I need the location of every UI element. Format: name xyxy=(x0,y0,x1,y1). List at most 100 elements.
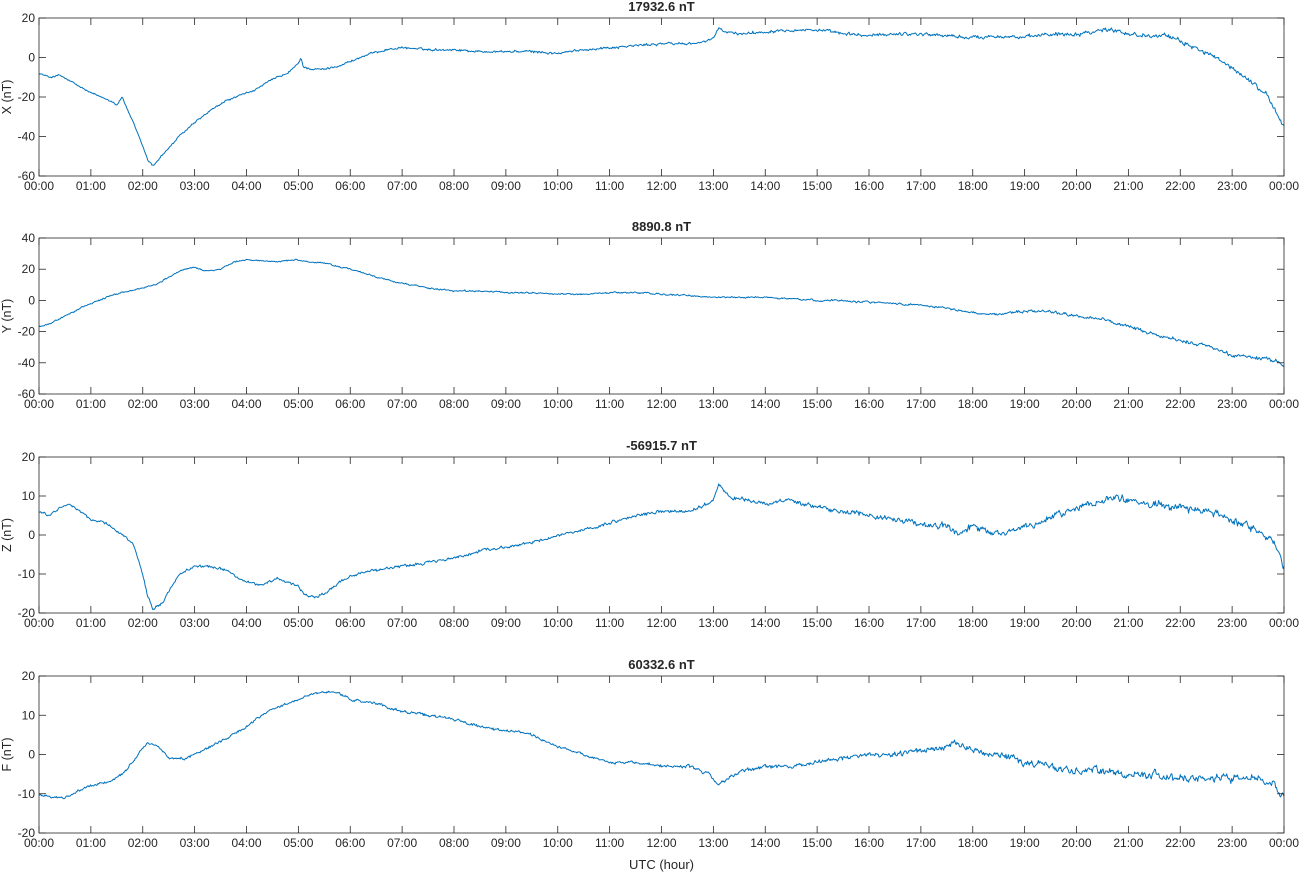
x-tick-label: 16:00 xyxy=(854,616,884,630)
panel-1: 00:00 01:00 02:00 03:00 04:00 05:00 06:00 07:00… xyxy=(0,219,1299,411)
x-tick-label: 14:00 xyxy=(750,397,780,411)
x-tick-label: 10:00 xyxy=(543,616,573,630)
x-tick-label: 07:00 xyxy=(387,179,417,193)
x-tick-label: 01:00 xyxy=(76,616,106,630)
x-tick-label: 20:00 xyxy=(1061,397,1091,411)
x-tick-label: 04:00 xyxy=(231,397,261,411)
x-tick-label: 21:00 xyxy=(1113,179,1143,193)
y-axis-label: Y (nT) xyxy=(0,299,14,334)
x-tick-label: 02:00 xyxy=(128,616,158,630)
y-tick-label: 40 xyxy=(22,231,36,245)
x-tick-label: 11:00 xyxy=(595,616,624,630)
x-tick-label: 22:00 xyxy=(1165,836,1195,850)
x-tick-label: 17:00 xyxy=(906,616,936,630)
x-tick-label: 07:00 xyxy=(387,616,417,630)
x-tick-label: 05:00 xyxy=(283,179,313,193)
x-tick-label: 14:00 xyxy=(750,836,780,850)
y-tick-label: 20 xyxy=(22,669,36,683)
x-tick-label: 00:00 xyxy=(1269,616,1299,630)
x-tick-label: 06:00 xyxy=(335,179,365,193)
axes-box-1 xyxy=(38,237,1285,395)
x-tick-label: 00:00 xyxy=(24,397,54,411)
x-tick-label: 08:00 xyxy=(439,616,469,630)
x-tick-label: 19:00 xyxy=(1010,179,1040,193)
y-axis-label: F (nT) xyxy=(0,737,14,771)
y-tick-label: -20 xyxy=(18,826,36,840)
x-tick-label: 08:00 xyxy=(439,397,469,411)
x-tick-label: 15:00 xyxy=(802,836,832,850)
axes-box-0 xyxy=(38,17,1285,177)
x-tick-label: 04:00 xyxy=(231,836,261,850)
y-tick-label: -20 xyxy=(18,606,36,620)
panel-title: 8890.8 nT xyxy=(632,219,691,234)
x-tick-label: 10:00 xyxy=(543,179,573,193)
x-tick-label: 21:00 xyxy=(1113,397,1143,411)
x-tick-label: 04:00 xyxy=(231,616,261,630)
axes-box-2 xyxy=(38,456,1285,614)
x-tick-label: 16:00 xyxy=(854,179,884,193)
x-tick-label: 21:00 xyxy=(1113,616,1143,630)
x-tick-label: 15:00 xyxy=(802,179,832,193)
x-tick-label: 00:00 xyxy=(24,179,54,193)
x-tick-label: 18:00 xyxy=(958,397,988,411)
x-tick-label: 03:00 xyxy=(180,179,210,193)
x-tick-label: 17:00 xyxy=(906,179,936,193)
x-tick-label: 19:00 xyxy=(1010,616,1040,630)
x-tick-label: 00:00 xyxy=(24,616,54,630)
x-tick-label: 17:00 xyxy=(906,836,936,850)
y-tick-label: 10 xyxy=(22,708,36,722)
series-line-0 xyxy=(38,27,1285,166)
x-tick-label: 11:00 xyxy=(595,179,624,193)
y-axis-label: X (nT) xyxy=(0,80,14,115)
x-tick-label: 06:00 xyxy=(335,836,365,850)
x-tick-label: 15:00 xyxy=(802,397,832,411)
x-tick-label: 01:00 xyxy=(76,836,106,850)
x-tick-label: 01:00 xyxy=(76,179,106,193)
panel-0: 00:00 01:00 02:00 03:00 04:00 05:00 06:00 07:00… xyxy=(0,0,1299,193)
x-tick-label: 18:00 xyxy=(958,836,988,850)
x-tick-label: 11:00 xyxy=(595,397,624,411)
x-tick-label: 04:00 xyxy=(231,179,261,193)
x-tick-label: 02:00 xyxy=(128,836,158,850)
x-tick-label: 19:00 xyxy=(1010,836,1040,850)
panel-3: 00:00 01:00 02:00 03:00 04:00 05:00 06:00 07:00… xyxy=(0,657,1299,872)
x-tick-label: 00:00 xyxy=(24,836,54,850)
x-tick-label: 00:00 xyxy=(1269,179,1299,193)
panel-2: 00:00 01:00 02:00 03:00 04:00 05:00 06:00 07:00… xyxy=(0,438,1299,630)
x-tick-label: 17:00 xyxy=(906,397,936,411)
x-tick-label: 10:00 xyxy=(543,836,573,850)
y-tick-label: 20 xyxy=(22,11,36,25)
x-tick-label: 03:00 xyxy=(180,616,210,630)
y-tick-label: 0 xyxy=(28,528,35,542)
x-tick-label: 09:00 xyxy=(491,836,521,850)
y-tick-label: -20 xyxy=(18,325,36,339)
x-tick-label: 03:00 xyxy=(180,836,210,850)
x-tick-label: 22:00 xyxy=(1165,616,1195,630)
y-tick-label: 0 xyxy=(28,748,35,762)
y-tick-label: -10 xyxy=(18,567,36,581)
x-tick-label: 09:00 xyxy=(491,616,521,630)
panel-title: 60332.6 nT xyxy=(628,657,695,672)
y-tick-label: 0 xyxy=(28,51,35,65)
x-tick-label: 16:00 xyxy=(854,836,884,850)
x-tick-label: 12:00 xyxy=(646,616,676,630)
x-tick-label: 02:00 xyxy=(128,397,158,411)
x-tick-label: 12:00 xyxy=(646,397,676,411)
x-tick-label: 08:00 xyxy=(439,179,469,193)
x-tick-label: 00:00 xyxy=(1269,397,1299,411)
x-tick-label: 18:00 xyxy=(958,179,988,193)
y-tick-label: 10 xyxy=(22,489,36,503)
x-tick-label: 08:00 xyxy=(439,836,469,850)
x-tick-label: 09:00 xyxy=(491,179,521,193)
x-tick-label: 10:00 xyxy=(543,397,573,411)
x-axis-label: UTC (hour) xyxy=(629,857,694,872)
x-tick-label: 05:00 xyxy=(283,397,313,411)
x-tick-label: 23:00 xyxy=(1217,836,1247,850)
x-tick-label: 02:00 xyxy=(128,179,158,193)
y-tick-label: -10 xyxy=(18,787,36,801)
y-tick-label: 0 xyxy=(28,293,35,307)
panel-title: 17932.6 nT xyxy=(628,0,695,14)
x-tick-label: 21:00 xyxy=(1113,836,1143,850)
